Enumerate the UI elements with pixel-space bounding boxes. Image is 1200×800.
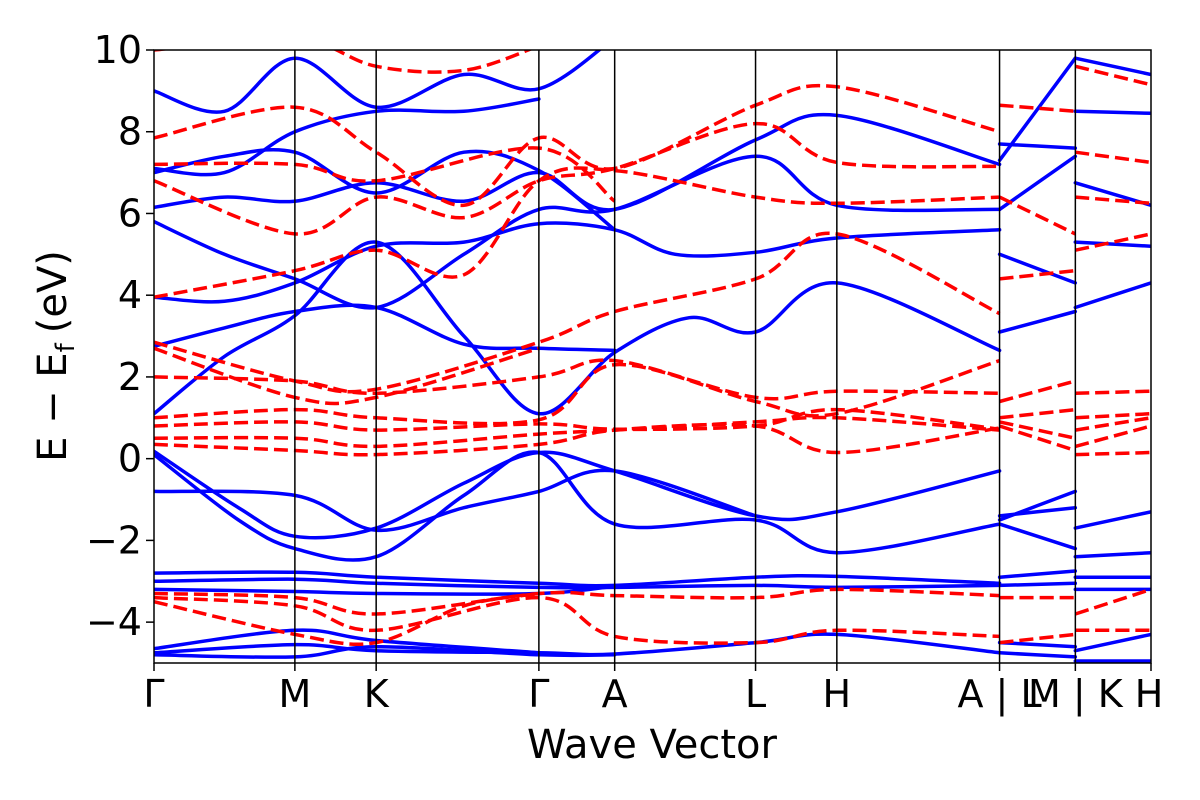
spin-up-band-0-1 — [154, 628, 541, 655]
x-tick-label: M | K — [1028, 672, 1124, 717]
spin-up-band-2-6 — [997, 651, 1078, 659]
spin-down-band-5-0 — [1075, 450, 1151, 457]
x-tick-label: Γ — [528, 672, 549, 716]
spin-up-band-4-7 — [1073, 240, 1151, 248]
spin-down-band-1-8 — [154, 121, 1000, 236]
spin-down-band-5-2 — [1075, 416, 1151, 432]
y-tick-label: 10 — [94, 28, 142, 72]
spin-up-band-4-1 — [1073, 550, 1151, 559]
y-axis-label-main: E − E — [30, 352, 76, 462]
y-axis-ticks: −4 −2 0 2 4 6 8 10 — [86, 28, 154, 644]
spin-up-band-2-2 — [997, 522, 1078, 551]
spin-down-band-3-4 — [999, 268, 1076, 281]
x-tick-label: A | L — [957, 672, 1041, 717]
spin-down-band-1-0 — [154, 422, 1000, 457]
bands-layer — [154, 50, 1151, 663]
spin-up-band-4-10 — [1073, 56, 1151, 77]
plot-frame — [153, 49, 1152, 664]
spin-down-band-5-6 — [1075, 195, 1151, 206]
y-tick-label: −2 — [86, 518, 142, 562]
spin-down-band-1-10 — [154, 146, 616, 203]
y-tick-label: 0 — [118, 437, 142, 481]
y-tick-label: 6 — [118, 191, 142, 235]
x-tick-label: L — [745, 672, 766, 716]
spin-up-band-2-0 — [997, 489, 1078, 522]
spin-up-band-2-3 — [997, 569, 1078, 579]
spin-up-band-0-9 — [154, 240, 1002, 416]
spin-up-band-2-1 — [997, 505, 1078, 518]
spin-down-band-1-6 — [154, 346, 540, 406]
spin-down-band-1-7 — [154, 166, 1000, 299]
spin-up-band-2-5 — [997, 640, 1078, 649]
spin-up-band-2-9 — [997, 154, 1078, 212]
kpoint-separators — [294, 50, 1077, 663]
x-tick-label: H — [823, 672, 852, 716]
spin-up-band-0-12 — [154, 154, 1002, 310]
spin-up-band-0-11 — [154, 221, 1002, 304]
spin-up-band-0-8 — [154, 468, 758, 532]
spin-down-band-1-9 — [154, 83, 1001, 208]
spin-up-band-0-7 — [154, 450, 1002, 562]
spin-up-band-2-10 — [997, 56, 1078, 163]
spin-down-band-3-0 — [999, 424, 1076, 453]
spin-down-band-3-2 — [999, 407, 1076, 420]
x-tick-label: H — [1135, 672, 1164, 716]
spin-down-band-5-3 — [1075, 411, 1151, 420]
x-tick-label: K — [364, 672, 390, 716]
spin-up-band-4-0 — [1073, 510, 1151, 530]
y-axis-label-group: E − Ef (eV) — [30, 250, 81, 462]
y-tick-label: −4 — [86, 600, 142, 644]
spin-down-band-5-4 — [1075, 389, 1151, 396]
spin-down-band-5-5 — [1074, 232, 1151, 252]
spin-down-band-1-11 — [154, 587, 1000, 616]
spin-down-band-5-8 — [1074, 64, 1151, 87]
y-axis-label-subscript: f — [51, 342, 81, 352]
spin-up-band-2-7 — [997, 309, 1078, 334]
spin-down-band-3-6 — [999, 103, 1076, 114]
spin-down-band-3-8 — [999, 632, 1076, 645]
spin-up-band-2-11 — [997, 142, 1078, 150]
spin-up-band-2-4 — [997, 581, 1078, 588]
spin-down-band-3-3 — [999, 379, 1076, 404]
y-tick-label: 8 — [118, 110, 142, 154]
spin-up-band-0-0 — [154, 632, 1002, 657]
x-tick-label: Γ — [143, 672, 164, 716]
y-axis-label-unit: (eV) — [30, 250, 76, 333]
spin-up-band-2-8 — [997, 252, 1078, 285]
spin-up-band-0-10 — [154, 303, 617, 353]
spin-up-band-0-15 — [154, 50, 602, 114]
spin-down-band-5-7 — [1075, 150, 1151, 165]
spin-down-band-5-9 — [1074, 587, 1151, 616]
spin-up-band-4-4 — [1073, 632, 1151, 653]
x-tick-label: A — [602, 672, 628, 716]
x-tick-label: M — [278, 672, 311, 716]
spin-down-band-1-14 — [154, 50, 533, 74]
y-tick-label: 2 — [118, 355, 142, 399]
x-axis-label: Wave Vector — [527, 722, 778, 768]
spin-down-band-3-5 — [998, 195, 1077, 236]
spin-up-band-4-9 — [1073, 109, 1151, 116]
y-axis-label: E − Ef (eV) — [30, 250, 81, 462]
spin-up-band-4-6 — [1073, 281, 1151, 310]
spin-up-band-0-16 — [154, 97, 541, 177]
y-tick-label: 4 — [118, 273, 142, 317]
spin-down-band-5-1 — [1074, 424, 1151, 449]
spin-down-band-3-1 — [999, 420, 1076, 440]
